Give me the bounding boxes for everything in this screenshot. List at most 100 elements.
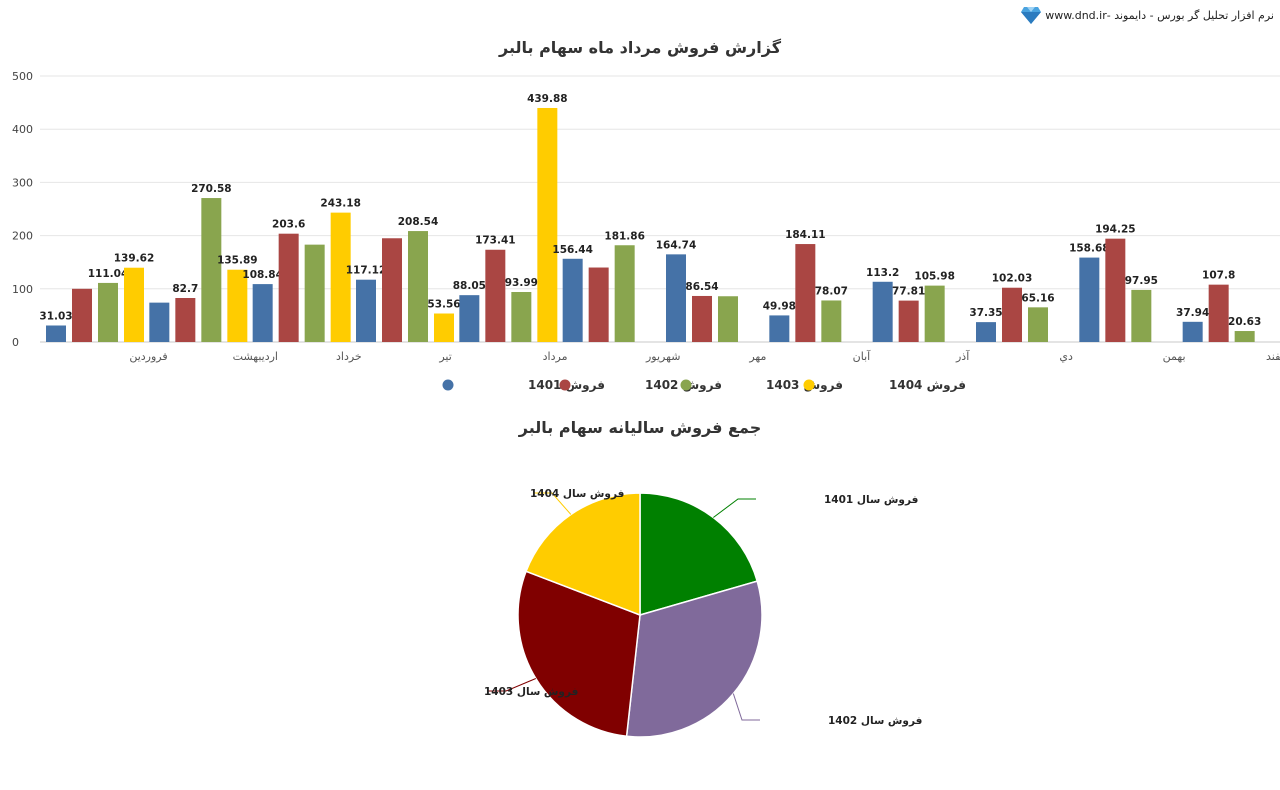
bar-value-label: 111.04 <box>88 268 129 280</box>
pie-connector <box>488 678 537 692</box>
bar <box>304 244 325 342</box>
bar-value-label: 135.89 <box>217 255 258 267</box>
y-tick-label: 400 <box>12 123 33 136</box>
brand: نرم افزار تحلیل گر بورس - دایموند -www.d… <box>1021 6 1274 24</box>
bar-value-label: 77.81 <box>892 286 925 298</box>
pie-slice-label: فروش سال 1401 <box>824 494 918 506</box>
bar-value-label: 181.86 <box>604 230 645 242</box>
bar-value-label: 243.18 <box>320 198 361 210</box>
legend-label: فروش 1404 <box>889 378 966 393</box>
pie-connector <box>732 693 760 721</box>
x-category-label: دي <box>1059 350 1073 363</box>
x-category-label: شهریور <box>645 350 680 363</box>
bar <box>1105 238 1126 342</box>
x-category-label: خرداد <box>336 350 362 363</box>
bar-value-label: 88.05 <box>453 280 486 292</box>
bar-value-label: 86.54 <box>685 281 718 293</box>
bar <box>485 249 506 342</box>
y-tick-label: 300 <box>12 176 33 189</box>
pie-connector <box>713 498 756 518</box>
x-category-label: تیر <box>438 350 451 363</box>
bar <box>924 285 945 342</box>
bar-value-label: 65.16 <box>1021 292 1054 304</box>
legend-marker <box>442 379 454 391</box>
x-category-label: فروردین <box>129 350 167 363</box>
bar <box>72 288 92 342</box>
pie-slice-label: فروش سال 1403 <box>484 686 578 698</box>
x-category-label: مرداد <box>543 350 568 363</box>
bar-value-label: 102.03 <box>992 273 1033 285</box>
x-category-label: اسفند <box>1266 350 1280 363</box>
x-category-label: مهر <box>748 350 766 363</box>
pie-slice-label: فروش سال 1402 <box>828 715 922 727</box>
bar-value-label: 82.7 <box>172 283 198 295</box>
bar-value-label: 37.35 <box>969 307 1002 319</box>
bar <box>175 298 196 342</box>
bar-value-label: 164.74 <box>656 239 697 251</box>
y-tick-label: 0 <box>12 336 19 349</box>
bar <box>1079 257 1100 342</box>
bar-value-label: 108.84 <box>242 269 283 281</box>
bar <box>124 267 144 342</box>
bar-value-label: 53.56 <box>427 299 460 311</box>
bar-value-label: 173.41 <box>475 235 516 247</box>
bar-value-label: 158.68 <box>1069 243 1110 255</box>
bar <box>537 107 558 342</box>
bar-value-label: 37.94 <box>1176 307 1209 319</box>
legend-marker <box>680 379 692 391</box>
bar-value-label: 93.99 <box>505 277 538 289</box>
bar <box>1208 284 1229 342</box>
bar-chart: 0 100 200 300 400 500 فروردین 31.03 111.04 139.62… <box>12 70 1280 393</box>
bar <box>330 212 351 342</box>
bar <box>252 284 273 342</box>
bar <box>562 258 583 342</box>
x-category-label: بهمن <box>1163 350 1186 363</box>
bar <box>98 282 118 342</box>
x-category-label: آبان <box>853 349 871 363</box>
brand-text: نرم افزار تحلیل گر بورس - دایموند -www.d… <box>1045 8 1274 22</box>
bar <box>46 325 66 342</box>
bar <box>511 291 532 342</box>
bar-value-label: 107.8 <box>1202 270 1235 282</box>
bar <box>692 295 712 342</box>
legend-marker <box>803 379 815 391</box>
bar-value-label: 439.88 <box>527 93 568 105</box>
bar-value-label: 105.98 <box>914 271 955 283</box>
pie-slice <box>525 492 641 617</box>
bar-value-label: 49.98 <box>763 300 796 312</box>
bar <box>1131 289 1152 342</box>
bar <box>614 245 635 342</box>
bar <box>666 254 686 342</box>
bar-value-label: 97.95 <box>1125 275 1158 287</box>
pie-chart-title: جمع فروش سالیانه سهام بالبر <box>518 418 762 437</box>
y-tick-label: 500 <box>12 70 33 83</box>
bar <box>769 315 790 342</box>
bar <box>872 281 893 342</box>
x-category-label: آذر <box>955 349 970 363</box>
bar-value-label: 20.63 <box>1228 316 1261 328</box>
bar-value-label: 184.11 <box>785 229 826 241</box>
y-tick-label: 200 <box>12 230 33 243</box>
bar-value-label: 117.12 <box>346 265 387 277</box>
bar <box>408 231 428 342</box>
legend-marker <box>559 379 571 391</box>
x-category-label: اردیبهشت <box>233 350 278 363</box>
bar-value-label: 203.6 <box>272 219 305 231</box>
bar <box>976 322 996 342</box>
bar-value-label: 270.58 <box>191 183 232 195</box>
pie-slice <box>625 580 763 738</box>
bar <box>434 313 454 342</box>
bar <box>718 296 738 342</box>
bar-value-label: 31.03 <box>39 310 72 322</box>
bar-chart-title: گزارش فروش مرداد ماه سهام بالبر <box>499 38 781 57</box>
bar <box>821 300 842 342</box>
bar <box>1234 331 1255 342</box>
bar <box>1002 287 1022 342</box>
pie-connector <box>534 492 572 515</box>
bar-value-label: 156.44 <box>552 244 593 256</box>
bar-value-label: 113.2 <box>866 267 899 279</box>
bar <box>201 198 222 342</box>
bar <box>227 269 248 342</box>
bar <box>1028 307 1048 342</box>
bar-value-label: 194.25 <box>1095 224 1136 236</box>
